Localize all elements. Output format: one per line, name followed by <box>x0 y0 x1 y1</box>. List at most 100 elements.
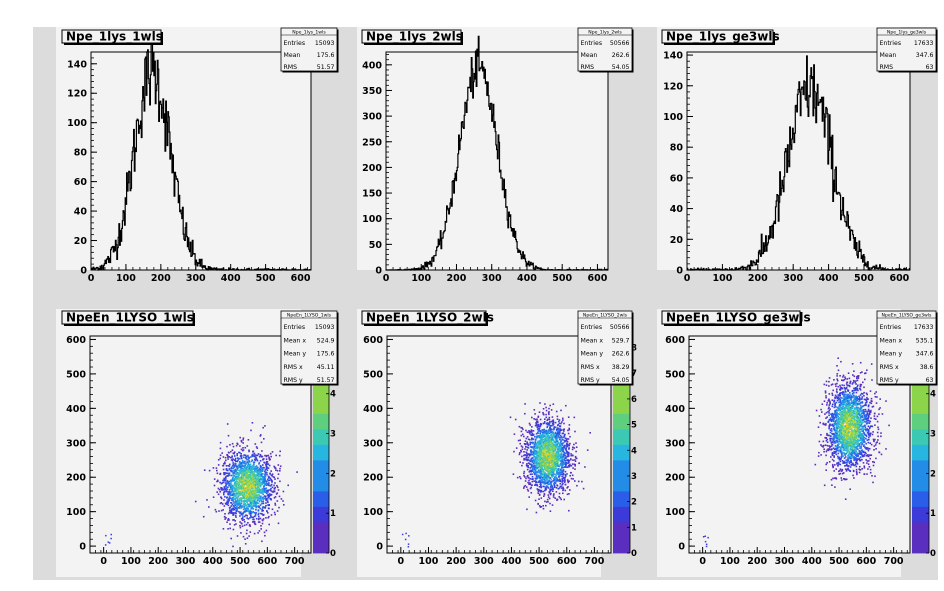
palette-bin <box>613 522 630 538</box>
stats-label: RMS y <box>581 377 601 384</box>
scatter-point <box>206 499 208 501</box>
scatter-point <box>560 473 562 475</box>
scatter-point <box>557 464 560 466</box>
x-tick-label: 0 <box>100 556 107 567</box>
scatter-point <box>557 465 559 467</box>
scatter-point <box>230 466 233 469</box>
scatter-point <box>233 489 236 491</box>
scatter-point <box>248 490 251 492</box>
scatter-point <box>244 490 247 493</box>
scatter-point <box>562 492 564 495</box>
scatter-point <box>232 458 234 460</box>
scatter-point <box>221 482 223 484</box>
scatter-point <box>262 496 264 499</box>
scatter-point <box>549 430 551 432</box>
scatter-point <box>242 437 245 439</box>
scatter-point <box>558 450 561 453</box>
scatter-point <box>541 459 543 462</box>
scatter-point <box>252 504 255 506</box>
scatter-point <box>260 469 262 472</box>
scatter-point <box>217 487 220 490</box>
scatter-point <box>253 521 256 524</box>
scatter-point <box>529 473 532 476</box>
scatter-point <box>575 442 577 444</box>
scatter-point <box>225 468 228 470</box>
scatter-point <box>531 430 533 432</box>
scatter-point <box>255 502 257 504</box>
scatter-point <box>203 469 206 471</box>
scatter-point <box>228 493 231 495</box>
scatter-point <box>254 497 256 500</box>
scatter-point <box>523 470 526 473</box>
x-tick-label: 600 <box>889 273 909 284</box>
scatter-point <box>253 494 255 497</box>
scatter-point <box>555 487 558 489</box>
scatter-point <box>539 506 542 508</box>
scatter-point <box>254 466 257 468</box>
scatter-point <box>234 468 236 471</box>
scatter-point <box>528 483 530 486</box>
scatter-point <box>110 537 112 540</box>
scatter-point <box>833 455 835 457</box>
scatter-point <box>274 496 277 498</box>
scatter-point <box>539 461 542 464</box>
scatter-point <box>261 519 264 521</box>
y-tick-label: 140 <box>663 51 683 62</box>
scatter-point <box>526 459 528 462</box>
scatter-point <box>538 505 541 507</box>
scatter-point <box>245 468 248 470</box>
scatter-point <box>849 394 851 396</box>
scatter-point <box>558 458 560 460</box>
x-tick-label: 400 <box>517 273 537 284</box>
scatter-point <box>552 451 555 454</box>
scatter-point <box>222 456 225 458</box>
scatter-point <box>536 477 538 480</box>
scatter-point <box>550 485 553 488</box>
scatter-point <box>525 437 528 440</box>
stats-value: 175.6 <box>317 351 335 358</box>
scatter-point <box>233 524 236 526</box>
scatter-point <box>225 459 227 462</box>
scatter-point <box>227 491 230 493</box>
scatter-point <box>260 472 262 474</box>
scatter-point <box>241 459 244 462</box>
scatter-point <box>265 498 267 500</box>
scatter-point <box>556 437 558 440</box>
scatter-point <box>529 438 531 441</box>
y-tick-label: 60 <box>670 173 684 184</box>
scatter-point <box>540 506 543 508</box>
scatter-point <box>539 467 542 469</box>
scatter-point <box>560 470 563 472</box>
scatter-point <box>830 420 833 422</box>
scatter-point <box>244 477 247 480</box>
y-tick-label: 50 <box>369 240 383 251</box>
scatter-point <box>226 423 229 425</box>
scatter-point <box>532 447 535 450</box>
scatter-point <box>256 502 258 504</box>
scatter-point <box>232 519 234 521</box>
scatter-point <box>542 408 545 410</box>
scatter-point <box>559 450 562 452</box>
stats-label: RMS <box>581 64 595 71</box>
scatter-point <box>263 467 265 469</box>
scatter-point <box>239 486 241 488</box>
scatter-point <box>544 459 547 461</box>
scatter-point <box>823 448 825 450</box>
scatter-point <box>251 477 254 480</box>
scatter-point <box>860 428 863 430</box>
scatter-point <box>249 509 251 512</box>
scatter-point <box>562 482 564 485</box>
scatter-point <box>247 488 249 491</box>
scatter-point <box>261 500 263 503</box>
scatter-point <box>532 456 535 459</box>
scatter-point <box>246 461 248 463</box>
scatter-point <box>224 515 226 518</box>
scatter-point <box>227 518 230 520</box>
scatter-point <box>541 471 544 473</box>
scatter-point <box>232 463 235 466</box>
scatter-point <box>269 489 271 491</box>
scatter-point <box>869 471 872 474</box>
scatter-point <box>231 455 233 457</box>
scatter-point <box>534 466 537 468</box>
scatter-point <box>547 487 550 489</box>
